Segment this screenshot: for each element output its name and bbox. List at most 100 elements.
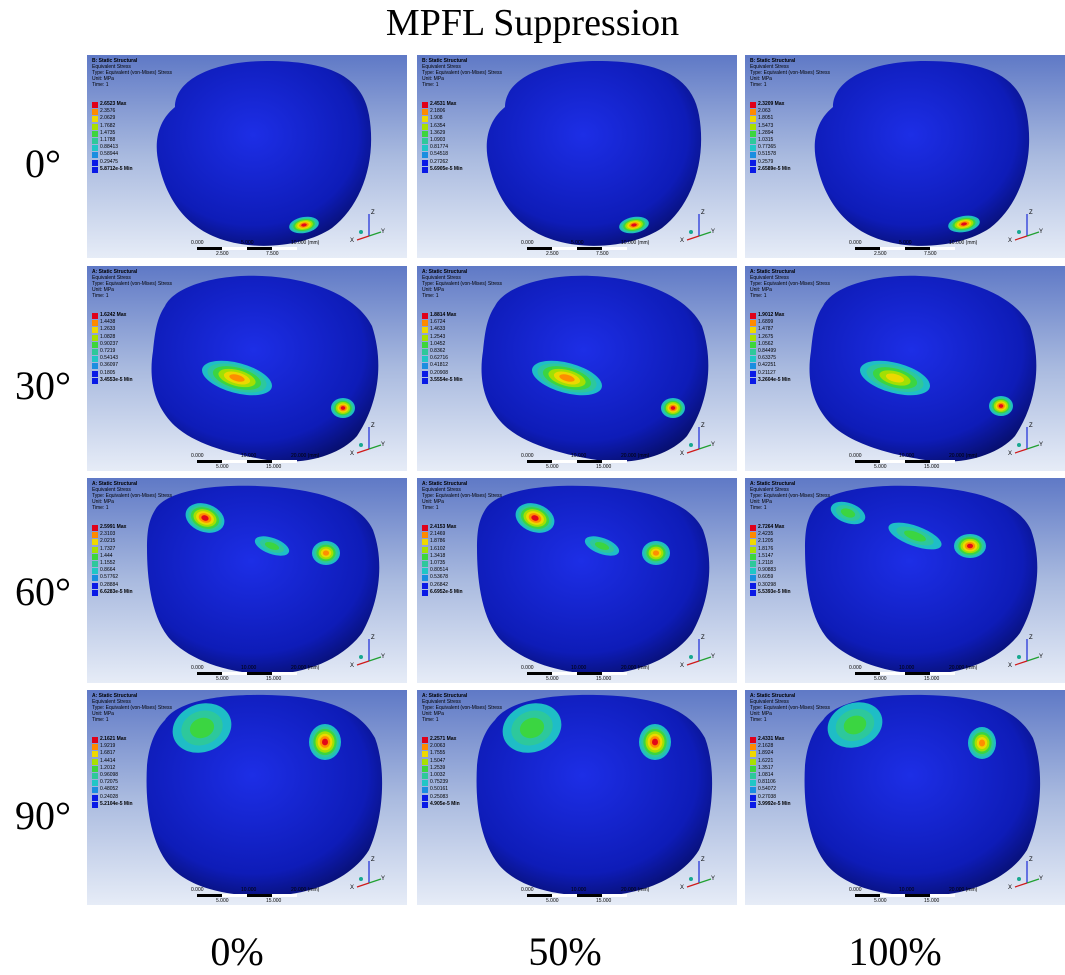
legend-entry: 4.905e-5 Min: [422, 801, 460, 808]
legend-entry: 1.8051: [750, 115, 791, 123]
scale-label: 2.500: [546, 251, 559, 257]
scale-label: 10.000: [899, 453, 915, 459]
legend-entry: 2.0063: [422, 743, 460, 751]
legend-entry: 0.42251: [750, 362, 791, 370]
scale-segment: [247, 460, 272, 463]
legend-entry: 1.6221: [750, 758, 791, 765]
legend-entry: 1.4787: [750, 326, 791, 334]
scale-bar: 0.000 10.000 20.000 (mm) 5.000 15.000: [849, 453, 977, 471]
header-type: Type: Equivalent (von-Mises) Stress: [750, 493, 831, 499]
stress-hotspot: [309, 724, 341, 760]
legend-value: 1.2633: [100, 326, 116, 333]
legend-entry: 0.51578: [750, 151, 791, 159]
scale-bar: 0.000 10.000 20.000 (mm) 5.000 15.000: [521, 887, 649, 905]
scale-segment: [930, 247, 955, 250]
legend-value: 2.4235: [758, 531, 774, 538]
scale-bar: 0.000 10.000 20.000 (mm) 5.000 15.000: [849, 665, 977, 683]
legend-swatch: [750, 116, 756, 123]
scale-label: 5.000: [571, 240, 584, 246]
legend-swatch: [92, 794, 98, 801]
header-unit: Unit: MPa: [92, 499, 114, 505]
legend-entry: 2.6523 Max: [92, 101, 133, 108]
scale-segment: [602, 672, 627, 675]
analysis-header: B: Static Structural Equivalent Stress Typ…: [422, 58, 502, 88]
legend-entry: 1.2633: [92, 326, 133, 334]
legend-swatch: [750, 780, 756, 787]
legend-entry: 0.90883: [750, 567, 791, 575]
scale-segment: [552, 894, 577, 897]
axis-triad-icon: Z Y X: [350, 635, 385, 669]
legend-value: 2.063: [758, 108, 771, 115]
scale-segment: [552, 672, 577, 675]
stress-legend: 2.7264 Max 2.4235 2.1205 1.8176 1.5147 1.2118…: [750, 524, 791, 596]
legend-entry: 0.29475: [92, 159, 133, 166]
legend-swatch: [422, 152, 428, 159]
legend-swatch: [422, 744, 428, 751]
scale-segment: [222, 672, 247, 675]
patella-model: Z Y X: [151, 275, 385, 462]
scale-label: 20.000 (mm): [949, 887, 978, 893]
legend-value: 6.6952e-5 Min: [430, 588, 463, 595]
header-result: Equivalent Stress: [92, 275, 131, 281]
legend-swatch: [422, 159, 428, 166]
stress-panel: Z Y X B: Static Structural Equivalent Stress…: [417, 55, 737, 258]
legend-entry: 2.4235: [750, 531, 791, 539]
legend-swatch: [92, 801, 98, 808]
col-label-100: 100%: [848, 929, 942, 974]
scale-segment: [880, 672, 905, 675]
legend-entry: 1.4633: [422, 326, 463, 334]
legend-value: 2.1628: [758, 743, 774, 750]
legend-swatch: [750, 102, 756, 108]
stress-hotspot: [827, 702, 883, 748]
axis-triad-icon: Z Y X: [680, 423, 715, 457]
header-time: Time: 1: [92, 82, 109, 88]
legend-entry: 1.1552: [92, 560, 133, 568]
legend-swatch: [422, 546, 428, 553]
legend-value: 0.48052: [100, 786, 119, 793]
legend-value: 2.7264 Max: [758, 524, 785, 530]
scale-label: 10.000: [899, 665, 915, 671]
legend-swatch: [750, 313, 756, 319]
axis-triad-icon: Z Y X: [680, 635, 715, 669]
legend-swatch: [750, 582, 756, 589]
legend-entry: 2.1621 Max: [92, 736, 133, 743]
header-system: A: Static Structural: [92, 481, 138, 487]
legend-entry: 0.28884: [92, 582, 133, 589]
legend-entry: 6.6952e-5 Min: [422, 589, 463, 596]
legend-swatch: [750, 787, 756, 794]
legend-value: 0.57762: [100, 574, 119, 581]
scale-label: 15.000: [924, 676, 940, 682]
legend-value: 0.54072: [758, 786, 777, 793]
legend-value: 1.9219: [100, 743, 116, 750]
legend-swatch: [750, 341, 756, 348]
legend-swatch: [92, 377, 98, 384]
legend-value: 1.0828: [100, 333, 116, 340]
legend-value: 1.4787: [758, 326, 774, 333]
svg-text:X: X: [1008, 451, 1012, 457]
analysis-header: A: Static Structural Equivalent Stress Typ…: [92, 481, 172, 511]
legend-value: 0.1805: [100, 369, 116, 376]
scale-label: 0.000: [849, 665, 862, 671]
header-type: Type: Equivalent (von-Mises) Stress: [750, 70, 831, 76]
legend-entry: 1.2012: [92, 765, 133, 772]
legend-entry: 2.4331 Max: [750, 736, 791, 743]
scale-bar: 0.000 10.000 20.000 (mm) 5.000 15.000: [191, 887, 319, 905]
header-unit: Unit: MPa: [92, 76, 114, 82]
patella-surface: [481, 275, 709, 462]
header-system: A: Static Structural: [750, 693, 796, 699]
header-system: A: Static Structural: [750, 481, 796, 487]
scale-bar: 0.000 10.000 20.000 (mm) 5.000 15.000: [849, 887, 978, 905]
svg-text:X: X: [680, 238, 684, 244]
header-time: Time: 1: [750, 293, 767, 299]
legend-entry: 0.27262: [422, 159, 463, 166]
scale-label: 5.000: [874, 676, 887, 682]
legend-value: 2.0215: [100, 538, 116, 545]
legend-value: 1.7682: [100, 122, 116, 129]
legend-swatch: [92, 341, 98, 348]
legend-entry: 0.48052: [92, 786, 133, 794]
legend-value: 0.88413: [100, 144, 119, 151]
legend-entry: 1.2118: [750, 560, 791, 568]
stress-hotspot: [968, 727, 996, 759]
legend-value: 2.6523 Max: [100, 101, 127, 107]
col-label-0: 0%: [210, 929, 264, 974]
